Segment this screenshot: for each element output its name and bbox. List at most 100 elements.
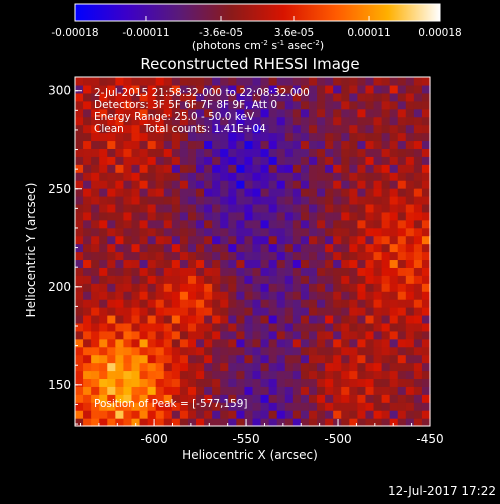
- heatmap-cell: [268, 203, 278, 213]
- heatmap-cell: [163, 314, 173, 324]
- heatmap-cell: [413, 108, 423, 118]
- heatmap-cell: [300, 156, 310, 165]
- heatmap-cell: [260, 92, 270, 102]
- heatmap-cell: [131, 307, 141, 316]
- heatmap-cell: [397, 394, 407, 403]
- heatmap-cell: [397, 307, 407, 316]
- heatmap-cell: [147, 203, 157, 213]
- heatmap-cell: [349, 164, 358, 173]
- heatmap-cell: [131, 267, 141, 276]
- heatmap-cell: [155, 219, 165, 229]
- heatmap-cell: [357, 386, 367, 395]
- heatmap-cell: [147, 394, 157, 403]
- heatmap-cell: [341, 180, 350, 189]
- heatmap-cell: [139, 283, 149, 292]
- heatmap-cell: [236, 330, 246, 340]
- heatmap-cell: [413, 100, 423, 110]
- heatmap-cell: [421, 243, 431, 253]
- heatmap-cell: [147, 251, 157, 261]
- heatmap-cell: [155, 116, 165, 126]
- heatmap-cell: [236, 108, 246, 118]
- heatmap-cell: [171, 402, 181, 411]
- heatmap-cell: [325, 188, 334, 197]
- heatmap-cell: [308, 108, 318, 118]
- heatmap-cell: [155, 172, 165, 181]
- heatmap-cell: [123, 402, 133, 411]
- heatmap-cell: [300, 386, 310, 395]
- heatmap-cell: [212, 227, 221, 237]
- heatmap-cell: [236, 132, 246, 142]
- heatmap-cell: [397, 195, 407, 205]
- heatmap-cell: [163, 362, 173, 372]
- heatmap-cell: [325, 307, 334, 316]
- heatmap-cell: [292, 386, 302, 395]
- heatmap-cell: [187, 148, 197, 157]
- heatmap-cell: [75, 132, 84, 142]
- heatmap-cell: [268, 283, 278, 292]
- heatmap-cell: [91, 211, 100, 221]
- heatmap-cell: [115, 124, 125, 134]
- heatmap-cell: [220, 132, 229, 142]
- heatmap-cell: [260, 314, 270, 324]
- heatmap-cell: [292, 235, 302, 245]
- heatmap-cell: [292, 283, 302, 292]
- heatmap-cell: [300, 92, 310, 102]
- heatmap-cell: [308, 299, 318, 308]
- heatmap-cell: [99, 219, 108, 229]
- heatmap-cell: [131, 188, 141, 197]
- heatmap-cell: [91, 203, 100, 213]
- heatmap-cell: [276, 92, 286, 102]
- heatmap-cell: [317, 322, 326, 332]
- heatmap-cell: [220, 172, 229, 181]
- heatmap-cell: [268, 172, 278, 181]
- heatmap-cell: [268, 92, 278, 102]
- heatmap-cell: [179, 92, 189, 102]
- heatmap-cell: [139, 386, 149, 395]
- heatmap-cell: [341, 322, 350, 332]
- heatmap-cell: [357, 84, 367, 94]
- heatmap-cell: [75, 219, 84, 229]
- heatmap-cell: [317, 124, 326, 134]
- heatmap-cell: [325, 251, 334, 261]
- heatmap-cell: [236, 354, 246, 364]
- heatmap-cell: [292, 164, 302, 173]
- heatmap-cell: [252, 394, 262, 403]
- heatmap-cell: [244, 172, 254, 181]
- heatmap-cell: [276, 378, 286, 387]
- heatmap-cell: [308, 140, 318, 149]
- heatmap-cell: [284, 235, 294, 245]
- heatmap-cell: [284, 148, 294, 157]
- heatmap-cell: [204, 140, 213, 149]
- heatmap-cell: [333, 378, 342, 387]
- heatmap-cell: [284, 330, 294, 340]
- heatmap-cell: [268, 322, 278, 332]
- heatmap-cell: [260, 267, 270, 276]
- heatmap-cell: [405, 322, 415, 332]
- heatmap-cell: [300, 84, 310, 94]
- heatmap-cell: [413, 219, 423, 229]
- heatmap-cell: [276, 195, 286, 205]
- heatmap-cell: [413, 314, 423, 324]
- heatmap-cell: [421, 418, 431, 427]
- heatmap-cell: [252, 402, 262, 411]
- heatmap-cell: [341, 243, 350, 253]
- heatmap-cell: [357, 219, 367, 229]
- heatmap-cell: [405, 251, 415, 261]
- heatmap-cell: [123, 108, 133, 118]
- heatmap-cell: [91, 92, 100, 102]
- heatmap-cell: [179, 156, 189, 165]
- heatmap-cell: [365, 402, 375, 411]
- heatmap-cell: [75, 251, 84, 261]
- heatmap-cell: [123, 370, 133, 380]
- y-tick-label: 200: [48, 280, 71, 294]
- heatmap-cell: [349, 116, 358, 126]
- heatmap-cell: [421, 180, 431, 189]
- heatmap-cell: [333, 243, 342, 253]
- heatmap-cell: [325, 378, 334, 387]
- heatmap-cell: [292, 203, 302, 213]
- heatmap-cell: [252, 362, 262, 372]
- heatmap-cell: [357, 307, 367, 316]
- heatmap-cell: [244, 267, 254, 276]
- heatmap-cell: [308, 124, 318, 134]
- heatmap-cell: [276, 84, 286, 94]
